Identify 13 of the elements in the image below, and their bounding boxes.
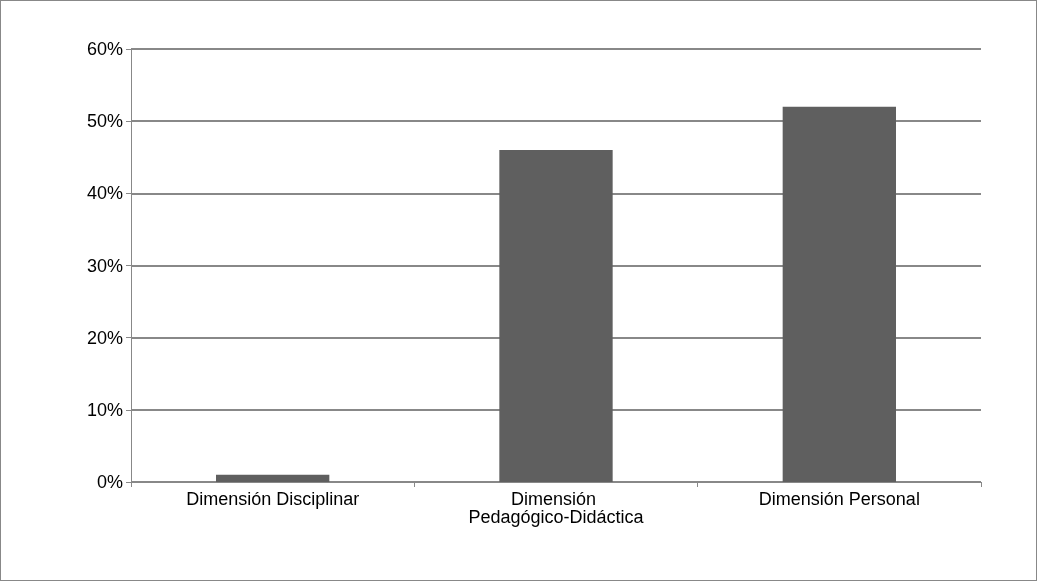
bar [216, 474, 330, 482]
y-tick-label: 10% [86, 399, 123, 420]
y-tick-label: 20% [86, 327, 123, 348]
x-tick-label: Dimensión Disciplinar [186, 489, 360, 509]
y-tick-label: 0% [96, 472, 123, 492]
y-tick-label: 50% [86, 111, 123, 132]
y-tick-label: 30% [86, 255, 123, 276]
x-tick-label: Dimensión Pedagógico-Didáctica [468, 489, 645, 527]
y-tick-label: 40% [86, 183, 123, 204]
bar [782, 106, 896, 482]
bar [499, 150, 613, 482]
y-tick-label: 60% [86, 39, 123, 59]
x-tick-label: Dimensión Personal [758, 489, 920, 509]
